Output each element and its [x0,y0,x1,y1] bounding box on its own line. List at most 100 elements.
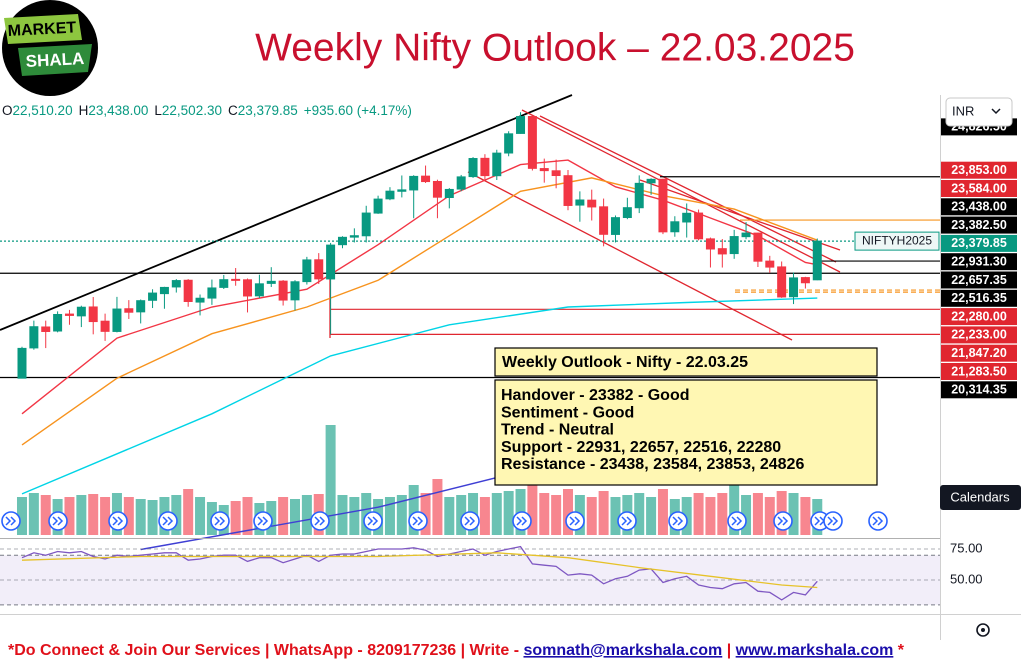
candle-body [800,277,810,284]
outlook-line: Support - 22931, 22657, 22516, 22280 [501,439,781,456]
candle [527,115,537,171]
candle-body [551,170,561,177]
event-icon-arrow [731,516,743,526]
candle-body [243,279,253,297]
candle [53,311,63,333]
axes: NIFTYH202524,826.5023,853.0023,584.0023,… [854,118,1017,399]
candle [516,112,526,134]
volume-bar [349,497,360,535]
outlook-body-box [494,379,878,486]
candle [243,278,253,313]
dropdown-icon [991,108,1001,115]
candle [753,232,763,268]
candle [76,305,86,328]
candle [646,178,656,195]
candle [337,236,347,249]
candle [444,188,454,209]
ohlc-change: +935.60 (+4.17%) [304,103,412,118]
level-label: 23,382.50 [951,218,1007,232]
candle-body [100,320,110,332]
candle-body [587,199,597,208]
outlook-line: Resistance - 23438, 23584, 23853, 24826 [501,456,804,473]
volume-bar [230,501,241,535]
candle-body [634,182,644,209]
level-label-box [941,308,1017,326]
ohlc-key: L [154,103,162,118]
candle [741,222,751,240]
candle-body [195,297,205,303]
candle [17,346,27,379]
candle [765,255,775,273]
candle [29,320,39,350]
volume-bar [64,497,75,535]
trend-line [0,94,573,331]
candle [254,274,264,299]
candle-body [337,236,347,246]
footer-link[interactable]: www.markshala.com [735,642,894,659]
candle [207,279,217,305]
candle-body [444,188,454,198]
outlook-title: Weekly Outlook - Nifty - 22.03.25 [502,354,748,371]
level-label: 22,516.35 [951,291,1007,305]
candle [729,229,739,259]
calendars-button[interactable] [940,485,1021,510]
candle [41,320,51,349]
level-label-box [941,381,1017,399]
candle-body [112,308,122,332]
volume-bar [123,497,134,535]
event-icon-arrow [516,516,528,526]
candle [575,191,585,222]
candle-body [136,300,146,313]
candle-body [777,266,787,298]
candle [551,159,561,189]
candle [373,195,383,214]
ohlc-key: H [79,103,89,118]
candle-body [765,260,775,268]
candle-body [468,158,478,178]
volume-bar [764,497,775,535]
candle [682,203,692,238]
level-label: 23,379.85 [951,236,1007,250]
candle-body [361,212,371,237]
candle-body [421,175,431,183]
candle [789,272,799,305]
settings-icon[interactable] [976,623,990,637]
candle-body [278,280,288,301]
trend-line [639,179,841,251]
candle [159,286,169,309]
candle [314,253,324,284]
footer-link[interactable]: somnath@markshala.com [523,642,722,659]
rsi-pane: 75.00 50.00 [0,540,983,606]
rsi-tick-label: 50.00 [950,571,983,586]
candle-body [314,259,324,280]
candle-body [17,347,27,379]
candle-body [302,259,312,283]
footer-text: | [722,642,735,659]
trend-line [467,171,793,341]
candle-body [682,212,692,223]
currency-button[interactable] [945,97,1013,127]
ohlc-value: 23,438.00 [88,103,148,118]
outlook-line: Handover - 23382 - Good [501,387,690,404]
level-label: 20,314.35 [951,383,1007,397]
candle-body [207,287,217,299]
candle-body [76,306,86,317]
candle-body [432,180,442,198]
volume-bar [408,485,419,535]
candle-body [219,279,229,288]
volume-bar [242,497,253,535]
candle [610,215,620,243]
level-label: 22,931.30 [951,254,1007,268]
candle-body [753,232,763,262]
candle-body [29,326,39,349]
level-label-box [941,198,1017,216]
candle-body [326,244,336,280]
symbol-label: NIFTYH2025 [862,233,932,247]
candle-body [610,217,620,235]
volume-bar [420,493,431,535]
logo-tag [4,14,82,44]
candle-body [53,313,63,332]
outlook-line: Sentiment - Good [501,404,634,421]
candle [504,131,514,157]
